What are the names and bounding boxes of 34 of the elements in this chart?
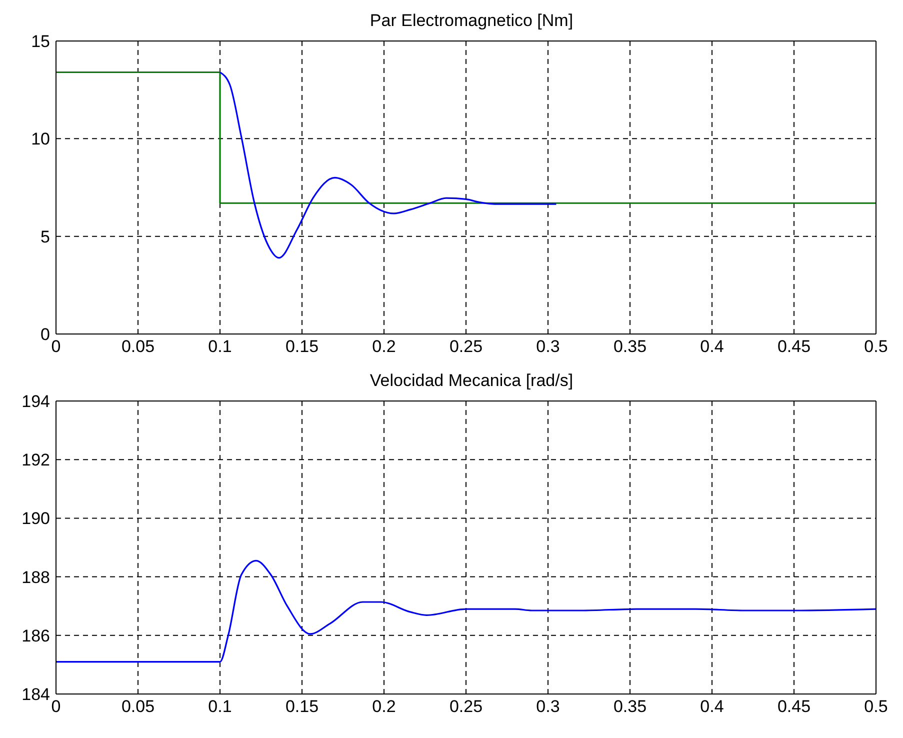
y-tick-label: 194	[22, 392, 50, 412]
y-tick-label: 10	[31, 130, 50, 149]
x-tick-label: 0.3	[536, 337, 560, 356]
x-tick-label: 0.3	[536, 697, 560, 716]
x-tick-label: 0.5	[864, 337, 888, 356]
x-tick-label: 0.1	[208, 337, 232, 356]
y-tick-label: 0	[40, 325, 50, 344]
x-tick-label: 0.45	[777, 697, 811, 716]
line-series	[219, 71, 557, 259]
y-tick-label: 186	[22, 626, 50, 646]
x-tick-label: 0.25	[449, 337, 483, 356]
x-tick-label: 0.5	[864, 697, 888, 716]
x-tick-label: 0.15	[285, 697, 319, 716]
x-tick-label: 0.25	[449, 697, 483, 716]
y-tick-label: 190	[22, 509, 50, 528]
chart-title: Par Electromagnetico [Nm]	[368, 10, 574, 32]
x-tick-label: 0.45	[777, 337, 811, 356]
y-tick-label: 192	[22, 450, 50, 470]
y-tick-label: 5	[40, 227, 50, 246]
x-tick-label: 0.15	[285, 337, 319, 356]
x-tick-label: 0.2	[372, 337, 396, 356]
x-tick-label: 0.1	[208, 697, 232, 716]
x-tick-label: 0.2	[372, 697, 396, 716]
x-tick-label: 0.4	[700, 337, 724, 356]
y-tick-label: 188	[22, 568, 50, 587]
y-tick-label: 15	[31, 32, 50, 52]
x-tick-label: 0.35	[613, 697, 647, 716]
x-tick-label: 0.05	[121, 337, 155, 356]
line-series	[56, 560, 876, 663]
x-tick-label: 0.05	[121, 697, 155, 716]
x-tick-label: 0.35	[613, 337, 647, 356]
chart-title: Velocidad Mecanica [rad/s]	[368, 370, 574, 392]
x-tick-label: 0.4	[700, 697, 724, 716]
y-tick-label: 184	[22, 685, 50, 704]
